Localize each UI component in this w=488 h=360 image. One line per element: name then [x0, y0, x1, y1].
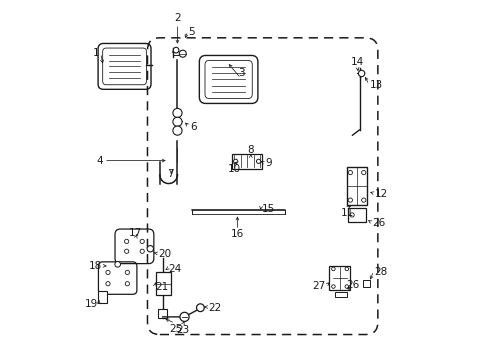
Circle shape — [347, 198, 352, 202]
Circle shape — [173, 48, 179, 53]
Circle shape — [179, 50, 186, 57]
Circle shape — [125, 270, 129, 275]
Bar — [232, 154, 262, 169]
Bar — [158, 310, 166, 318]
Circle shape — [347, 171, 352, 175]
Text: 15: 15 — [261, 204, 274, 214]
Bar — [346, 167, 366, 206]
Text: 4: 4 — [97, 156, 103, 166]
Text: 7: 7 — [167, 170, 173, 179]
Text: 26: 26 — [371, 218, 385, 228]
Bar — [347, 208, 365, 222]
Circle shape — [140, 239, 144, 243]
Text: 13: 13 — [369, 80, 382, 90]
Circle shape — [125, 282, 129, 286]
Circle shape — [233, 159, 237, 163]
Text: 23: 23 — [176, 325, 189, 336]
Text: 24: 24 — [168, 264, 182, 274]
Circle shape — [173, 108, 182, 118]
Circle shape — [115, 261, 120, 267]
Text: 12: 12 — [374, 189, 387, 199]
Text: 22: 22 — [208, 303, 222, 313]
Text: 25: 25 — [169, 324, 182, 334]
Text: 21: 21 — [155, 282, 168, 292]
Circle shape — [105, 282, 110, 286]
Circle shape — [173, 117, 182, 126]
Bar — [362, 280, 369, 287]
Circle shape — [173, 126, 182, 135]
Text: 28: 28 — [374, 267, 387, 277]
Text: 26: 26 — [346, 280, 359, 290]
Circle shape — [331, 267, 334, 271]
Text: 8: 8 — [247, 145, 254, 154]
Text: 27: 27 — [312, 281, 325, 291]
Text: 18: 18 — [88, 261, 102, 271]
Circle shape — [140, 249, 144, 253]
Circle shape — [124, 239, 128, 243]
Text: 1: 1 — [93, 48, 100, 58]
Text: 10: 10 — [227, 164, 240, 174]
Text: 3: 3 — [237, 68, 244, 78]
Circle shape — [147, 246, 153, 252]
Circle shape — [180, 312, 189, 321]
Circle shape — [256, 159, 260, 163]
Circle shape — [124, 249, 128, 253]
Bar — [334, 292, 346, 297]
FancyBboxPatch shape — [204, 60, 252, 99]
Circle shape — [345, 267, 348, 271]
Circle shape — [105, 270, 110, 275]
Circle shape — [358, 70, 364, 77]
Circle shape — [349, 213, 353, 217]
Circle shape — [361, 171, 365, 175]
Circle shape — [361, 198, 365, 202]
Bar — [155, 272, 171, 294]
Text: 16: 16 — [230, 229, 244, 239]
Text: 17: 17 — [128, 228, 142, 238]
Text: 9: 9 — [264, 158, 271, 168]
Text: 6: 6 — [189, 122, 196, 132]
Bar — [328, 266, 349, 290]
Bar — [98, 292, 107, 303]
Circle shape — [196, 304, 204, 312]
Text: 20: 20 — [158, 249, 171, 259]
Text: 14: 14 — [350, 57, 363, 67]
Circle shape — [331, 285, 334, 288]
Circle shape — [345, 285, 348, 288]
Text: 19: 19 — [84, 299, 98, 309]
FancyBboxPatch shape — [199, 55, 257, 103]
Text: 2: 2 — [174, 13, 181, 23]
Text: 11: 11 — [340, 208, 353, 218]
Text: 5: 5 — [188, 27, 194, 37]
